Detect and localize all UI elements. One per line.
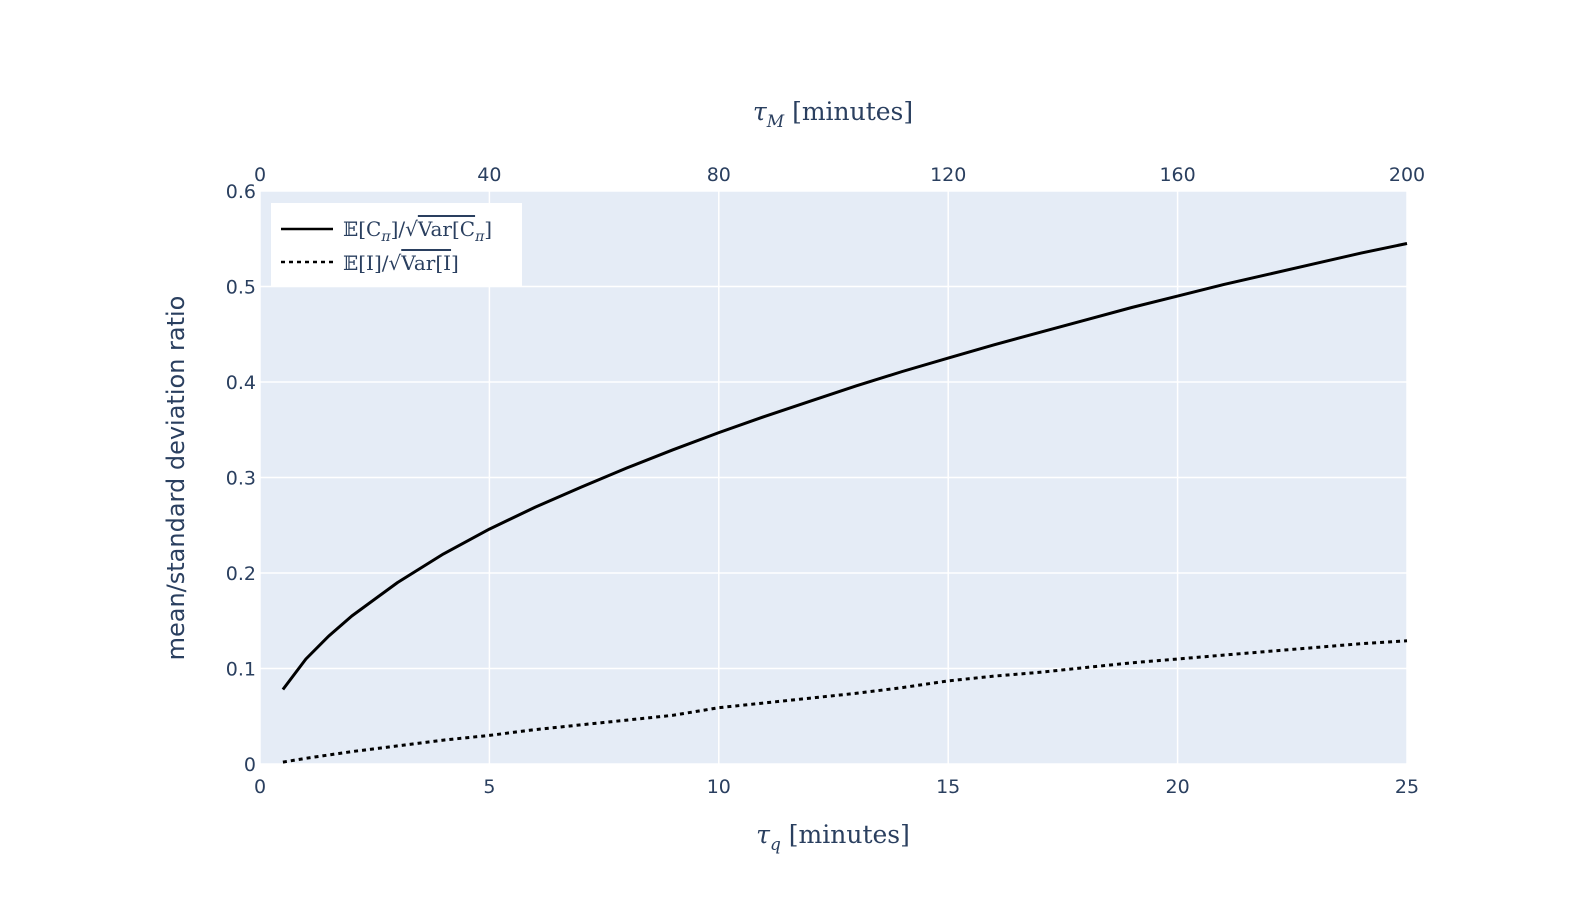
legend-box	[271, 203, 522, 286]
legend-label-0: 𝔼[Cπ]/√Var[Cπ]	[343, 217, 492, 245]
tick-labels: 0 5 10 15 20 25 0 40 80 120 160 200 0 0.1 0.2 0.3 0.4 0.5…	[226, 164, 1425, 798]
x-axis-title-top: τM [minutes]	[753, 97, 913, 132]
top-x-tick-label-5: 200	[1389, 164, 1425, 186]
y-axis-title: mean/standard deviation ratio	[162, 296, 190, 661]
legend-label-1: 𝔼[I]/√Var[I]	[343, 251, 459, 275]
x-bottom-unit: [minutes]	[789, 820, 910, 849]
x-bottom-symbol: τ	[756, 820, 771, 849]
x-tick-label-5: 25	[1395, 776, 1419, 798]
series-group	[281, 242, 1408, 764]
x-top-subscript: M	[766, 112, 785, 132]
series-line-1	[282, 639, 1408, 764]
x-top-symbol: τ	[753, 97, 768, 126]
x-tick-label-1: 5	[483, 776, 495, 798]
top-x-tick-label-3: 120	[930, 164, 966, 186]
y-tick-label-4: 0.4	[226, 372, 256, 394]
top-x-tick-label-0: 0	[254, 164, 266, 186]
top-x-tick-label-1: 40	[477, 164, 501, 186]
x-tick-label-2: 10	[707, 776, 731, 798]
x-tick-label-4: 20	[1166, 776, 1190, 798]
y-tick-label-3: 0.3	[226, 468, 256, 490]
y-tick-label-5: 0.5	[226, 277, 256, 299]
top-x-tick-label-4: 160	[1159, 164, 1195, 186]
top-x-tick-label-2: 80	[707, 164, 731, 186]
grid	[259, 190, 1408, 765]
x-bottom-subscript: q	[770, 835, 781, 855]
x-top-unit: [minutes]	[792, 97, 913, 126]
x-tick-label-3: 15	[936, 776, 960, 798]
y-tick-label-1: 0.1	[226, 659, 256, 681]
y-tick-label-2: 0.2	[226, 563, 256, 585]
x-axis-title-bottom: τq [minutes]	[756, 820, 910, 855]
y-tick-label-6: 0.6	[226, 181, 256, 203]
y-tick-label-0: 0	[244, 754, 256, 776]
series-line-0	[281, 242, 1408, 691]
legend: 𝔼[Cπ]/√Var[Cπ] 𝔼[I]/√Var[I]	[271, 203, 522, 286]
x-tick-label-0: 0	[254, 776, 266, 798]
